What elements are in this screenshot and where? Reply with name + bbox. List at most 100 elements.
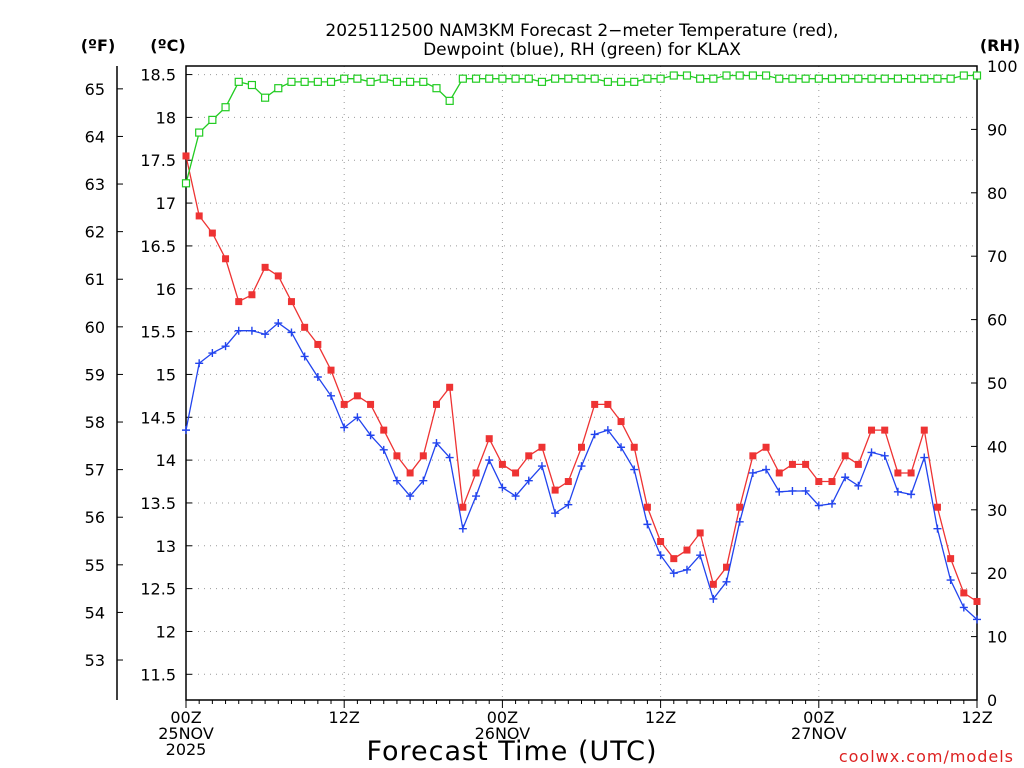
rh-point <box>340 74 349 83</box>
temperature-point <box>512 469 520 477</box>
temperature-point <box>868 426 876 434</box>
temperature-point <box>894 469 902 477</box>
temperature-point <box>406 469 414 477</box>
fahrenheit-tick-label: 60 <box>85 318 105 337</box>
dewpoint-point <box>458 524 467 533</box>
dewpoint-point <box>630 465 639 474</box>
dewpoint-point <box>946 576 955 585</box>
dewpoint-point <box>247 326 256 335</box>
rh-tick-label: 90 <box>987 120 1007 139</box>
temperature-point <box>538 443 546 451</box>
series-layer <box>181 71 982 624</box>
dewpoint-point <box>788 486 797 495</box>
rh-point <box>656 74 665 83</box>
rh-point <box>551 74 560 83</box>
temperature-point <box>578 443 585 451</box>
rh-point <box>366 77 375 86</box>
fahrenheit-tick-label: 57 <box>85 461 105 480</box>
fahrenheit-tick-label: 61 <box>85 270 105 289</box>
x-tick-label: 12Z <box>645 708 676 727</box>
rh-point <box>234 77 243 86</box>
rh-tick-label: 60 <box>987 311 1007 330</box>
x-tick-label: 2025 <box>166 740 207 759</box>
rh-point <box>827 74 837 83</box>
dewpoint-point <box>854 481 863 490</box>
rh-point <box>972 71 982 80</box>
temperature-point <box>208 229 216 237</box>
rh-tick-label: 50 <box>987 374 1007 393</box>
dewpoint-point <box>274 319 283 328</box>
dewpoint-point <box>841 473 850 482</box>
rh-point <box>524 74 533 83</box>
dewpoint-point <box>379 445 388 454</box>
temperature-point <box>472 469 480 477</box>
dewpoint-point <box>221 342 230 351</box>
rh-point <box>788 74 797 83</box>
celsius-tick-label: 16.5 <box>140 237 176 256</box>
plot-area-frame <box>185 65 978 701</box>
fahrenheit-tick-label: 65 <box>85 80 105 99</box>
dewpoint-point <box>524 476 533 485</box>
dewpoint-point <box>801 486 810 495</box>
temperature-point <box>617 418 625 426</box>
dewpoint-line <box>185 322 978 620</box>
celsius-tick-label: 18.5 <box>140 66 176 85</box>
dewpoint-point <box>445 453 454 462</box>
rh-point <box>511 74 520 83</box>
dewpoint-point <box>234 326 243 335</box>
rh-point <box>775 74 784 83</box>
temperature-point <box>802 460 810 468</box>
rh-point <box>221 103 230 112</box>
rh-point <box>814 74 823 83</box>
dewpoint-point <box>814 501 823 510</box>
temperature-line <box>185 155 978 603</box>
celsius-tick-label: 15.5 <box>140 323 176 342</box>
dewpoint-point <box>432 438 441 447</box>
temperature-point <box>657 538 665 545</box>
temperature-point <box>696 529 704 537</box>
dewpoint-point <box>682 565 691 574</box>
axis-ticks: 11.5 12 12.5 13 13.5 14 14.5 15 15.5 16 16.5 17 17.5… <box>85 57 1018 759</box>
dewpoint-point <box>182 426 190 435</box>
celsius-axis-unit: (ºC) <box>150 36 185 55</box>
rh-point <box>920 74 929 83</box>
rh-point <box>498 74 507 83</box>
temperature-point <box>670 555 678 563</box>
celsius-tick-label: 13.5 <box>140 494 176 513</box>
dewpoint-point <box>709 594 718 603</box>
temperature-point <box>775 469 783 477</box>
rh-point <box>537 77 547 86</box>
fahrenheit-tick-label: 63 <box>85 175 105 194</box>
rh-point <box>801 74 810 83</box>
rh-point <box>577 74 586 83</box>
rh-tick-label: 20 <box>987 564 1007 583</box>
temperature-point <box>380 426 388 434</box>
temperature-point <box>182 152 190 160</box>
rh-line <box>185 74 977 184</box>
dewpoint-point <box>327 391 336 400</box>
temperature-point <box>723 563 731 571</box>
dewpoint-point <box>419 476 428 485</box>
rh-point <box>841 74 850 83</box>
celsius-tick-label: 12.5 <box>140 580 176 599</box>
temperature-point <box>630 443 638 451</box>
dewpoint-point <box>472 492 481 501</box>
temperature-point <box>683 546 691 554</box>
chart-title-line2: Dewpoint (blue), RH (green) for KLAX <box>423 40 741 60</box>
x-tick-label: 25NOV <box>158 724 214 743</box>
rh-point <box>392 77 402 86</box>
temperature-point <box>841 452 849 460</box>
temperature-point <box>432 400 440 408</box>
rh-point <box>485 74 494 83</box>
dewpoint-point <box>907 490 916 499</box>
x-tick-label: 26NOV <box>475 724 531 743</box>
temperature-point <box>828 478 836 486</box>
temperature-point <box>788 460 796 468</box>
temperature-point <box>907 469 915 477</box>
rh-point <box>564 74 573 83</box>
dewpoint-point <box>973 615 981 624</box>
rh-point <box>630 77 639 86</box>
dewpoint-point <box>511 492 520 501</box>
celsius-tick-label: 14.5 <box>140 408 176 427</box>
rh-point <box>603 77 612 86</box>
